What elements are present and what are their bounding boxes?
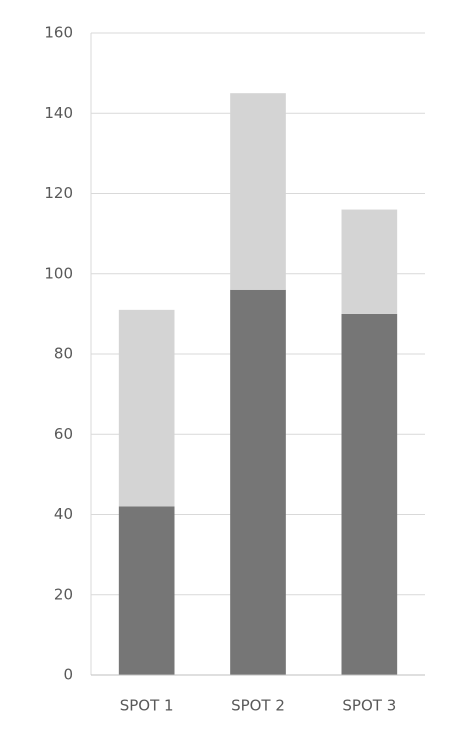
bar-segment bbox=[230, 93, 286, 290]
bar-segment bbox=[341, 313, 398, 675]
bar-segment bbox=[230, 289, 286, 675]
y-tick-label: 120 bbox=[44, 184, 73, 202]
bar-segment bbox=[341, 209, 398, 314]
bar-segment bbox=[118, 309, 175, 507]
x-tick-label: SPOT 2 bbox=[231, 697, 285, 715]
x-tick-label: SPOT 1 bbox=[120, 697, 174, 715]
y-tick-label: 140 bbox=[44, 104, 73, 122]
y-tick-label: 100 bbox=[44, 264, 73, 282]
y-tick-label: 20 bbox=[54, 585, 73, 603]
y-tick-label: 0 bbox=[63, 666, 73, 684]
y-tick-label: 40 bbox=[54, 505, 73, 523]
y-tick-label: 80 bbox=[54, 345, 73, 363]
y-tick-label: 160 bbox=[44, 24, 73, 42]
bar-segment bbox=[118, 506, 175, 675]
y-tick-label: 60 bbox=[54, 425, 73, 443]
x-tick-label: SPOT 3 bbox=[342, 697, 396, 715]
